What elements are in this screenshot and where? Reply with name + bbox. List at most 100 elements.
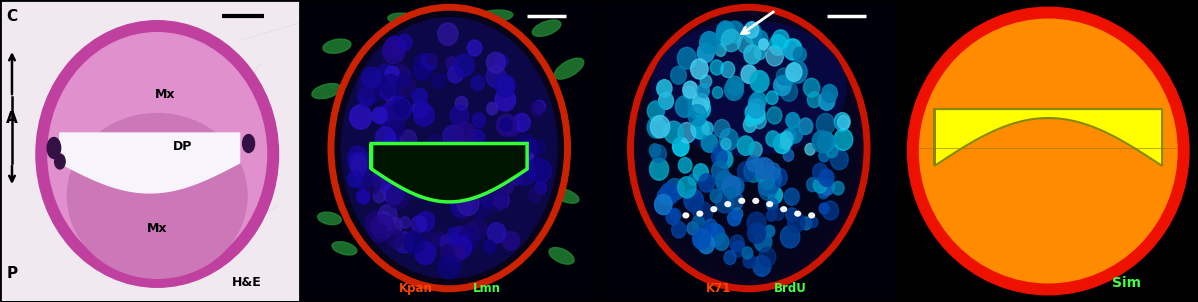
Ellipse shape	[480, 191, 495, 207]
Ellipse shape	[659, 92, 673, 109]
Ellipse shape	[751, 157, 769, 178]
Ellipse shape	[755, 47, 766, 60]
Ellipse shape	[738, 162, 755, 182]
Polygon shape	[599, 1, 898, 301]
Ellipse shape	[47, 137, 61, 159]
Ellipse shape	[744, 45, 761, 64]
Ellipse shape	[683, 213, 689, 218]
Ellipse shape	[773, 208, 783, 220]
Ellipse shape	[755, 232, 772, 252]
Ellipse shape	[696, 101, 708, 115]
Ellipse shape	[649, 158, 668, 180]
Ellipse shape	[411, 216, 426, 233]
Ellipse shape	[781, 137, 791, 149]
Ellipse shape	[698, 235, 709, 246]
Ellipse shape	[373, 190, 385, 203]
Ellipse shape	[767, 91, 778, 104]
Ellipse shape	[728, 177, 744, 195]
Ellipse shape	[647, 117, 666, 138]
Ellipse shape	[743, 117, 756, 132]
Ellipse shape	[721, 62, 734, 78]
Ellipse shape	[745, 115, 755, 127]
Ellipse shape	[415, 53, 429, 69]
Ellipse shape	[486, 102, 498, 115]
Ellipse shape	[908, 7, 1188, 295]
Ellipse shape	[748, 223, 766, 244]
Ellipse shape	[816, 114, 835, 135]
Ellipse shape	[688, 97, 703, 115]
Ellipse shape	[426, 135, 442, 151]
Ellipse shape	[67, 114, 247, 278]
Text: BrdU: BrdU	[774, 282, 807, 295]
Ellipse shape	[647, 101, 665, 121]
Ellipse shape	[781, 207, 787, 212]
Ellipse shape	[450, 193, 473, 217]
Ellipse shape	[350, 105, 371, 129]
Ellipse shape	[507, 162, 519, 175]
Ellipse shape	[692, 98, 710, 119]
Ellipse shape	[677, 47, 696, 69]
Ellipse shape	[416, 242, 436, 265]
Ellipse shape	[375, 64, 397, 88]
Ellipse shape	[454, 54, 474, 76]
Ellipse shape	[424, 180, 435, 191]
Ellipse shape	[373, 107, 387, 124]
Ellipse shape	[486, 66, 506, 87]
Ellipse shape	[783, 39, 801, 60]
Ellipse shape	[760, 180, 776, 200]
Ellipse shape	[835, 117, 847, 130]
Ellipse shape	[737, 35, 752, 53]
Ellipse shape	[758, 247, 776, 267]
Ellipse shape	[486, 52, 506, 73]
Ellipse shape	[804, 78, 819, 97]
Ellipse shape	[766, 163, 780, 180]
Ellipse shape	[766, 131, 780, 147]
Ellipse shape	[387, 217, 403, 234]
Ellipse shape	[353, 169, 371, 189]
Ellipse shape	[691, 118, 709, 139]
Ellipse shape	[698, 235, 714, 254]
Ellipse shape	[758, 177, 775, 196]
Ellipse shape	[690, 200, 703, 215]
Ellipse shape	[417, 211, 435, 232]
Ellipse shape	[431, 73, 446, 88]
Ellipse shape	[739, 198, 745, 203]
Ellipse shape	[690, 59, 708, 79]
Ellipse shape	[715, 148, 732, 168]
Ellipse shape	[446, 56, 458, 69]
Ellipse shape	[398, 77, 416, 97]
Ellipse shape	[387, 144, 400, 159]
Ellipse shape	[704, 227, 714, 238]
Ellipse shape	[783, 73, 794, 85]
Ellipse shape	[514, 114, 531, 132]
Ellipse shape	[751, 159, 763, 173]
Ellipse shape	[746, 156, 761, 171]
Ellipse shape	[822, 201, 839, 220]
Ellipse shape	[412, 88, 428, 105]
Ellipse shape	[743, 254, 756, 268]
Ellipse shape	[437, 23, 458, 45]
Ellipse shape	[528, 188, 541, 203]
Ellipse shape	[697, 84, 709, 98]
Ellipse shape	[833, 181, 845, 195]
Ellipse shape	[701, 223, 710, 236]
Ellipse shape	[422, 143, 434, 157]
Ellipse shape	[242, 134, 255, 153]
Ellipse shape	[773, 30, 789, 49]
Ellipse shape	[412, 100, 429, 118]
Ellipse shape	[358, 74, 380, 98]
Ellipse shape	[654, 194, 672, 215]
Ellipse shape	[438, 255, 460, 279]
Ellipse shape	[752, 225, 766, 240]
Ellipse shape	[351, 154, 363, 167]
Ellipse shape	[809, 217, 818, 228]
Ellipse shape	[721, 138, 731, 150]
Ellipse shape	[382, 39, 405, 63]
Ellipse shape	[787, 212, 805, 232]
Ellipse shape	[750, 92, 767, 110]
Ellipse shape	[692, 229, 710, 249]
Ellipse shape	[450, 105, 468, 126]
Ellipse shape	[371, 214, 394, 239]
Ellipse shape	[513, 161, 536, 185]
Ellipse shape	[413, 104, 434, 126]
